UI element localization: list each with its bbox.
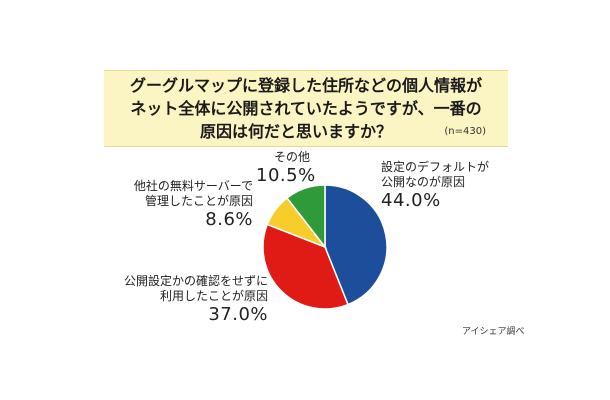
title-line-2: ネット全体に公開されていたようですが、一番の xyxy=(130,99,482,118)
label-other-server: 他社の無料サーバーで 管理したことが原因 8.6% xyxy=(133,179,253,231)
value-other-server: 8.6% xyxy=(205,209,253,230)
label-default-public-line-2: 公開なのが原因 xyxy=(381,175,466,189)
value-no-check: 37.0% xyxy=(208,304,268,325)
question-title-box: グーグルマップに登録した住所などの個人情報が ネット全体に公開されていたようです… xyxy=(104,70,508,147)
value-other: 10.5% xyxy=(256,165,316,186)
slice-no-check xyxy=(262,223,349,310)
sample-size: (n=430) xyxy=(444,126,486,137)
source-note: アイシェア調べ xyxy=(462,327,525,337)
label-no-check-line-2: 利用したことが原因 xyxy=(159,289,268,303)
value-default-public: 44.0% xyxy=(381,190,441,211)
label-other-server-line-2: 管理したことが原因 xyxy=(144,194,253,208)
title-line-3: 原因は何だと思いますか？ xyxy=(200,122,393,141)
label-default-public-line-1: 設定のデフォルトが xyxy=(381,160,490,174)
slice-default-public xyxy=(324,184,388,306)
label-no-check-line-1: 公開設定かの確認をせずに xyxy=(123,274,268,288)
label-other: その他 10.5% xyxy=(256,150,316,187)
label-other-line-1: その他 xyxy=(274,150,311,164)
label-other-server-line-1: 他社の無料サーバーで xyxy=(133,179,253,193)
title-line-1: グーグルマップに登録した住所などの個人情報が xyxy=(129,76,482,95)
label-default-public: 設定のデフォルトが 公開なのが原因 44.0% xyxy=(381,160,489,212)
slice-other xyxy=(285,184,326,250)
label-no-check: 公開設定かの確認をせずに 利用したことが原因 37.0% xyxy=(118,274,268,326)
